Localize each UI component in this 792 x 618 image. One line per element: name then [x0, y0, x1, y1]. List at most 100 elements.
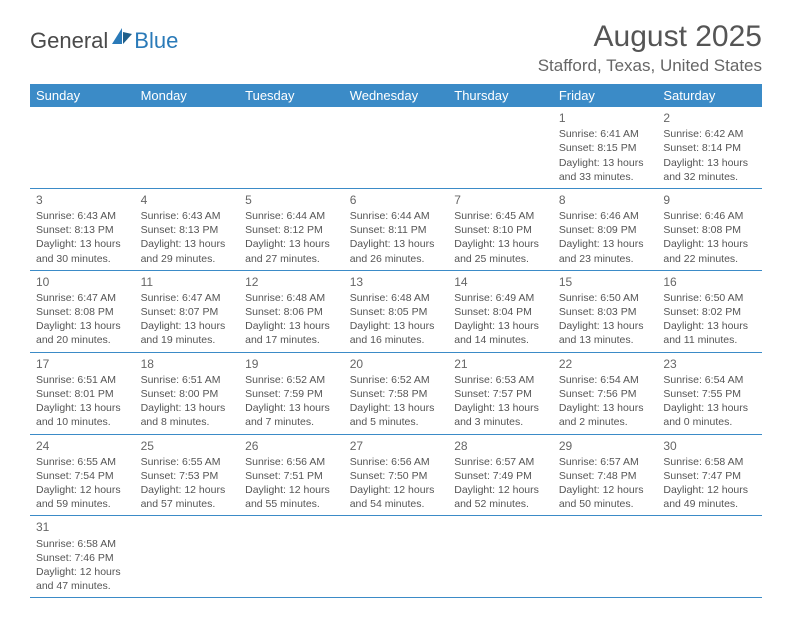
day-number: 21 [454, 356, 547, 372]
day-number: 5 [245, 192, 338, 208]
sunrise-text: Sunrise: 6:56 AM [350, 455, 443, 469]
sunrise-text: Sunrise: 6:48 AM [245, 291, 338, 305]
day-number: 15 [559, 274, 652, 290]
day-number: 17 [36, 356, 129, 372]
calendar-cell: 15Sunrise: 6:50 AMSunset: 8:03 PMDayligh… [553, 270, 658, 352]
sunset-text: Sunset: 7:55 PM [663, 387, 756, 401]
calendar-cell: 2Sunrise: 6:42 AMSunset: 8:14 PMDaylight… [657, 107, 762, 188]
sunset-text: Sunset: 8:05 PM [350, 305, 443, 319]
calendar-body: 1Sunrise: 6:41 AMSunset: 8:15 PMDaylight… [30, 107, 762, 598]
day-number: 14 [454, 274, 547, 290]
sunset-text: Sunset: 7:56 PM [559, 387, 652, 401]
daylight-text: Daylight: 13 hours and 19 minutes. [141, 319, 234, 347]
header: General Blue August 2025 Stafford, Texas… [30, 20, 762, 76]
sunrise-text: Sunrise: 6:53 AM [454, 373, 547, 387]
calendar-cell: 20Sunrise: 6:52 AMSunset: 7:58 PMDayligh… [344, 352, 449, 434]
daylight-text: Daylight: 13 hours and 8 minutes. [141, 401, 234, 429]
calendar-cell: 10Sunrise: 6:47 AMSunset: 8:08 PMDayligh… [30, 270, 135, 352]
calendar-cell: 13Sunrise: 6:48 AMSunset: 8:05 PMDayligh… [344, 270, 449, 352]
sunset-text: Sunset: 8:03 PM [559, 305, 652, 319]
day-number: 27 [350, 438, 443, 454]
calendar-row: 10Sunrise: 6:47 AMSunset: 8:08 PMDayligh… [30, 270, 762, 352]
sunrise-text: Sunrise: 6:44 AM [245, 209, 338, 223]
daylight-text: Daylight: 13 hours and 29 minutes. [141, 237, 234, 265]
weekday-header: Monday [135, 84, 240, 107]
sunrise-text: Sunrise: 6:50 AM [663, 291, 756, 305]
calendar-cell: 31Sunrise: 6:58 AMSunset: 7:46 PMDayligh… [30, 516, 135, 598]
calendar-cell [239, 107, 344, 188]
weekday-header: Thursday [448, 84, 553, 107]
sunrise-text: Sunrise: 6:54 AM [559, 373, 652, 387]
calendar-row: 24Sunrise: 6:55 AMSunset: 7:54 PMDayligh… [30, 434, 762, 516]
calendar-cell [553, 516, 658, 598]
sunset-text: Sunset: 7:50 PM [350, 469, 443, 483]
sunrise-text: Sunrise: 6:58 AM [36, 537, 129, 551]
brand-general: General [30, 28, 108, 54]
sunset-text: Sunset: 7:47 PM [663, 469, 756, 483]
sunrise-text: Sunrise: 6:43 AM [141, 209, 234, 223]
sunset-text: Sunset: 8:13 PM [36, 223, 129, 237]
daylight-text: Daylight: 12 hours and 54 minutes. [350, 483, 443, 511]
sunset-text: Sunset: 8:09 PM [559, 223, 652, 237]
sunset-text: Sunset: 8:12 PM [245, 223, 338, 237]
sunset-text: Sunset: 7:57 PM [454, 387, 547, 401]
calendar-cell [448, 107, 553, 188]
calendar-cell: 26Sunrise: 6:56 AMSunset: 7:51 PMDayligh… [239, 434, 344, 516]
month-title: August 2025 [538, 20, 762, 54]
daylight-text: Daylight: 12 hours and 57 minutes. [141, 483, 234, 511]
sunset-text: Sunset: 8:02 PM [663, 305, 756, 319]
weekday-header-row: SundayMondayTuesdayWednesdayThursdayFrid… [30, 84, 762, 107]
day-number: 20 [350, 356, 443, 372]
sunset-text: Sunset: 8:15 PM [559, 141, 652, 155]
brand-logo: General Blue [30, 26, 178, 56]
calendar-cell: 24Sunrise: 6:55 AMSunset: 7:54 PMDayligh… [30, 434, 135, 516]
daylight-text: Daylight: 13 hours and 26 minutes. [350, 237, 443, 265]
sunrise-text: Sunrise: 6:50 AM [559, 291, 652, 305]
daylight-text: Daylight: 13 hours and 30 minutes. [36, 237, 129, 265]
sunrise-text: Sunrise: 6:47 AM [141, 291, 234, 305]
calendar-cell: 21Sunrise: 6:53 AMSunset: 7:57 PMDayligh… [448, 352, 553, 434]
brand-blue: Blue [134, 28, 178, 54]
sunrise-text: Sunrise: 6:49 AM [454, 291, 547, 305]
day-number: 19 [245, 356, 338, 372]
calendar-cell: 4Sunrise: 6:43 AMSunset: 8:13 PMDaylight… [135, 188, 240, 270]
day-number: 23 [663, 356, 756, 372]
day-number: 26 [245, 438, 338, 454]
sunset-text: Sunset: 8:07 PM [141, 305, 234, 319]
calendar-cell: 9Sunrise: 6:46 AMSunset: 8:08 PMDaylight… [657, 188, 762, 270]
daylight-text: Daylight: 12 hours and 55 minutes. [245, 483, 338, 511]
sunrise-text: Sunrise: 6:46 AM [663, 209, 756, 223]
daylight-text: Daylight: 12 hours and 52 minutes. [454, 483, 547, 511]
sunset-text: Sunset: 7:54 PM [36, 469, 129, 483]
sunrise-text: Sunrise: 6:41 AM [559, 127, 652, 141]
sunset-text: Sunset: 8:06 PM [245, 305, 338, 319]
day-number: 16 [663, 274, 756, 290]
calendar-cell: 17Sunrise: 6:51 AMSunset: 8:01 PMDayligh… [30, 352, 135, 434]
sail-icon [110, 26, 134, 46]
calendar-cell: 25Sunrise: 6:55 AMSunset: 7:53 PMDayligh… [135, 434, 240, 516]
sunset-text: Sunset: 8:10 PM [454, 223, 547, 237]
daylight-text: Daylight: 13 hours and 23 minutes. [559, 237, 652, 265]
day-number: 22 [559, 356, 652, 372]
calendar-cell: 8Sunrise: 6:46 AMSunset: 8:09 PMDaylight… [553, 188, 658, 270]
calendar-cell: 29Sunrise: 6:57 AMSunset: 7:48 PMDayligh… [553, 434, 658, 516]
daylight-text: Daylight: 13 hours and 14 minutes. [454, 319, 547, 347]
sunrise-text: Sunrise: 6:51 AM [36, 373, 129, 387]
daylight-text: Daylight: 13 hours and 11 minutes. [663, 319, 756, 347]
daylight-text: Daylight: 13 hours and 7 minutes. [245, 401, 338, 429]
sunset-text: Sunset: 8:13 PM [141, 223, 234, 237]
day-number: 25 [141, 438, 234, 454]
day-number: 11 [141, 274, 234, 290]
calendar-cell: 28Sunrise: 6:57 AMSunset: 7:49 PMDayligh… [448, 434, 553, 516]
weekday-header: Saturday [657, 84, 762, 107]
sunrise-text: Sunrise: 6:42 AM [663, 127, 756, 141]
calendar-cell: 18Sunrise: 6:51 AMSunset: 8:00 PMDayligh… [135, 352, 240, 434]
calendar-cell: 6Sunrise: 6:44 AMSunset: 8:11 PMDaylight… [344, 188, 449, 270]
sunrise-text: Sunrise: 6:44 AM [350, 209, 443, 223]
day-number: 4 [141, 192, 234, 208]
sunrise-text: Sunrise: 6:48 AM [350, 291, 443, 305]
sunset-text: Sunset: 7:48 PM [559, 469, 652, 483]
daylight-text: Daylight: 12 hours and 50 minutes. [559, 483, 652, 511]
sunrise-text: Sunrise: 6:52 AM [245, 373, 338, 387]
daylight-text: Daylight: 13 hours and 10 minutes. [36, 401, 129, 429]
